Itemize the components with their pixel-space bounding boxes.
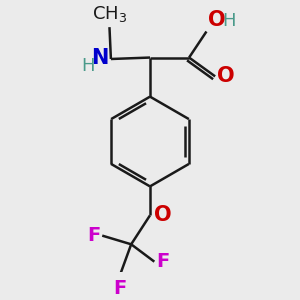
Text: O: O	[154, 205, 172, 225]
Text: CH$_3$: CH$_3$	[92, 4, 127, 24]
Text: O: O	[217, 66, 234, 86]
Text: N: N	[91, 48, 108, 68]
Text: F: F	[88, 226, 101, 245]
Text: O: O	[208, 10, 226, 30]
Text: F: F	[113, 279, 126, 298]
Text: F: F	[156, 252, 169, 271]
Text: H: H	[222, 12, 235, 30]
Text: H: H	[82, 57, 95, 75]
